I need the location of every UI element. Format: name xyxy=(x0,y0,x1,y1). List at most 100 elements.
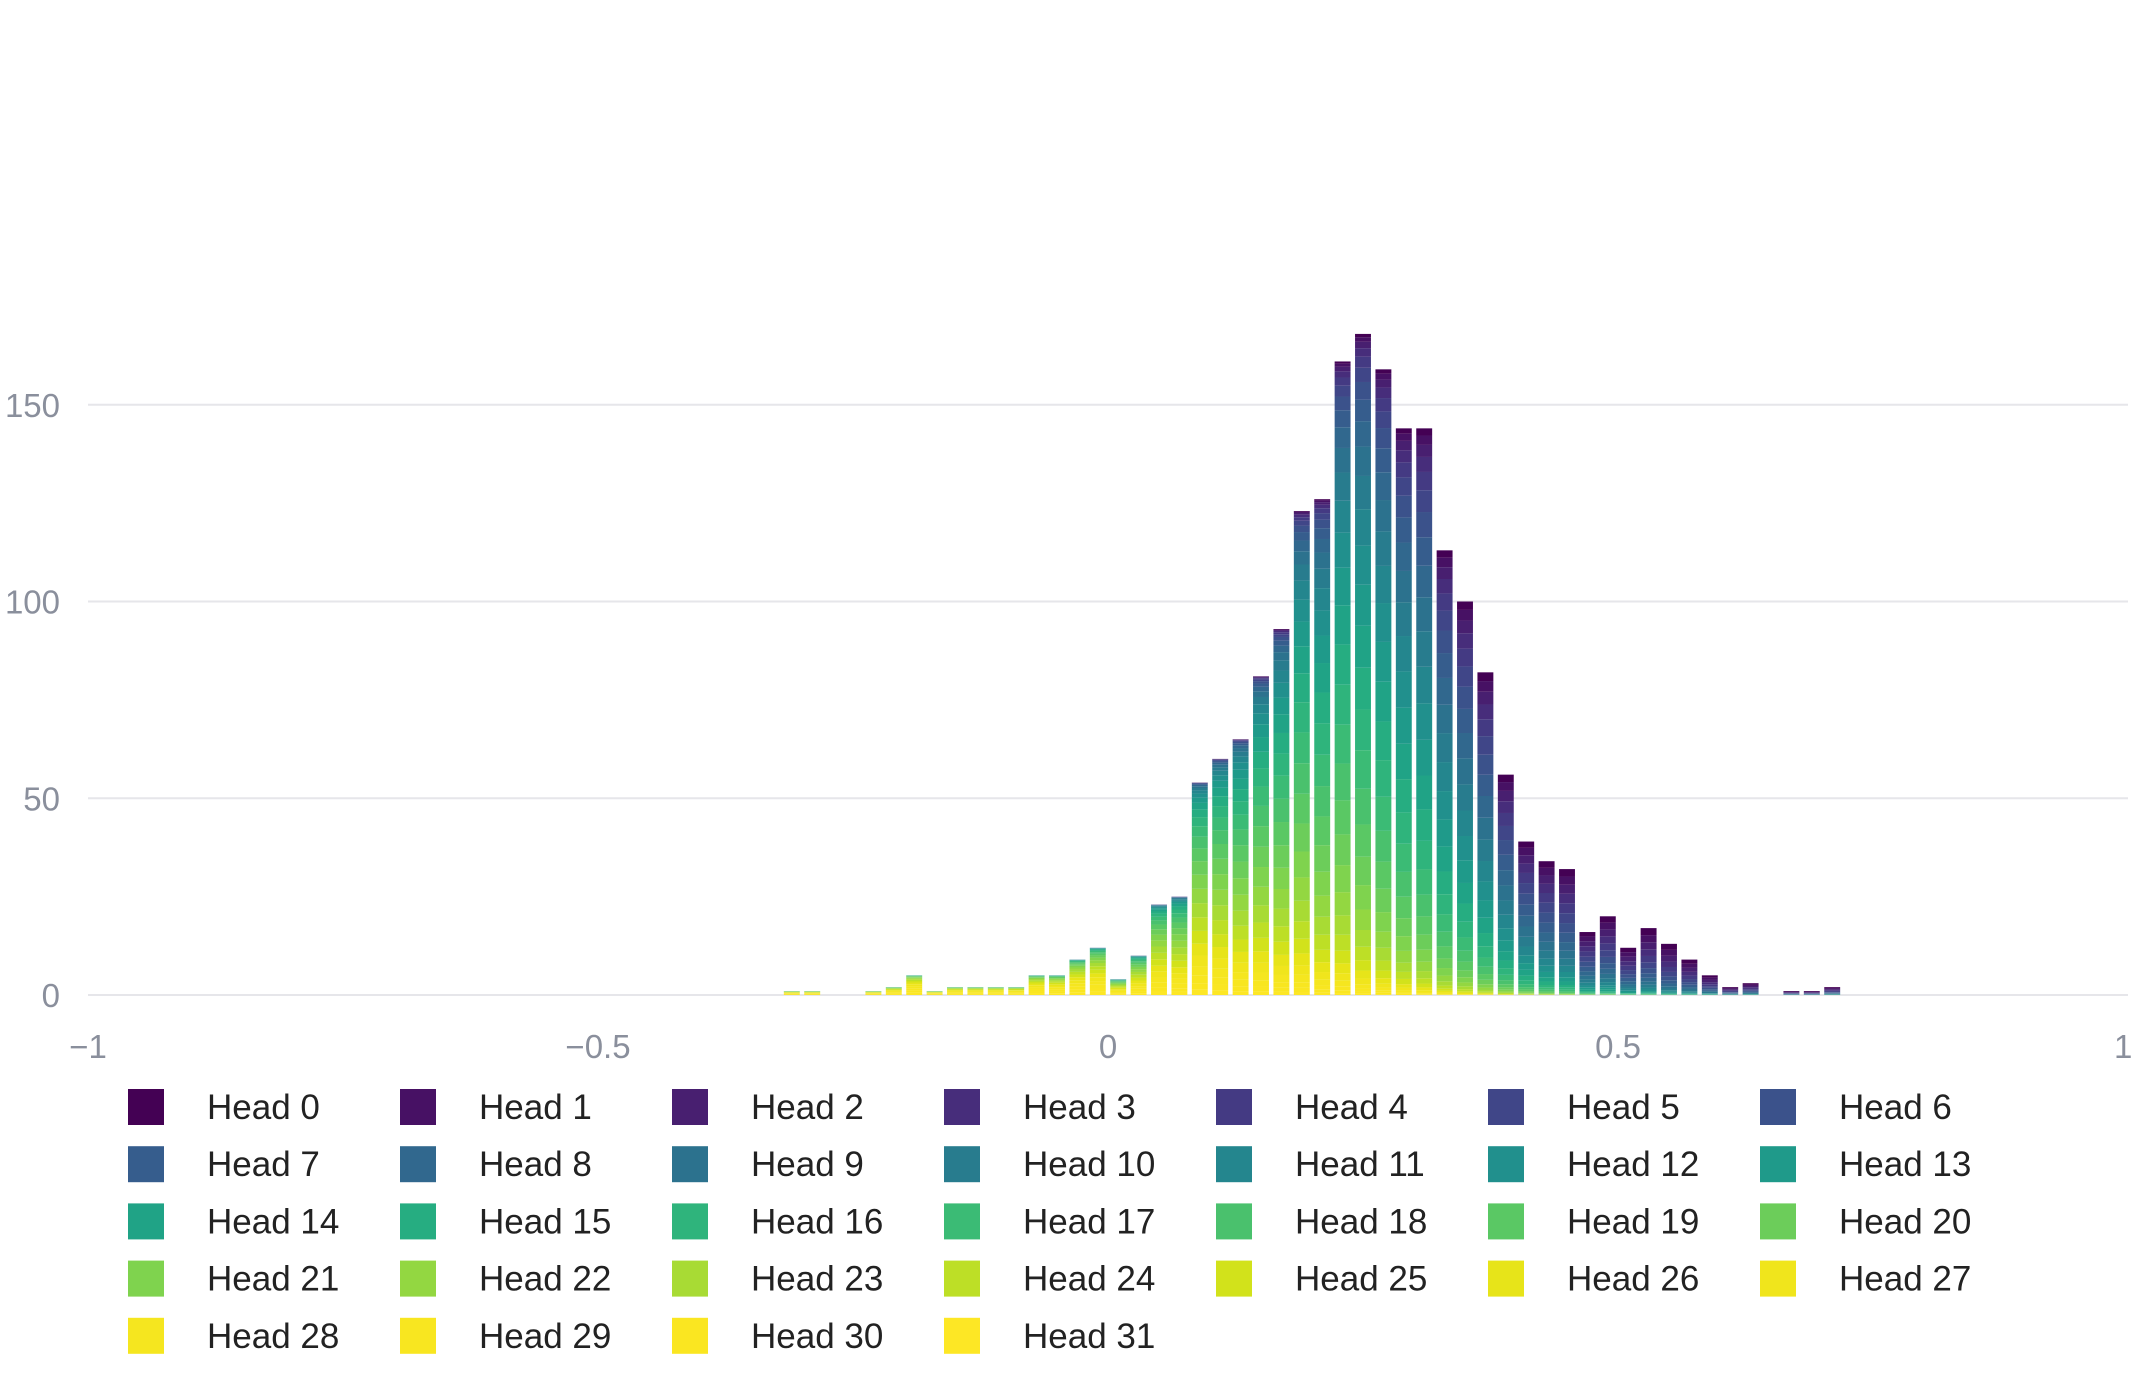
bar-segment-head-21 xyxy=(1436,968,1453,976)
legend-item[interactable]: Head 4 xyxy=(1216,1088,1408,1127)
legend-label: Head 21 xyxy=(207,1260,339,1299)
legend-item[interactable]: Head 9 xyxy=(672,1145,864,1184)
bar-segment-head-30 xyxy=(1008,993,1025,995)
y-tick-label: 100 xyxy=(5,584,60,621)
bar-segment-head-20 xyxy=(1130,964,1147,967)
legend-item[interactable]: Head 17 xyxy=(944,1202,1155,1241)
bar-bin-35 xyxy=(1538,861,1555,995)
legend-item[interactable]: Head 22 xyxy=(400,1260,611,1299)
bar-segment-head-28 xyxy=(1273,974,1290,983)
legend-item[interactable]: Head 0 xyxy=(128,1088,320,1127)
bar-segment-head-10 xyxy=(1681,990,1698,992)
bar-segment-head-15 xyxy=(1579,991,1596,993)
legend-item[interactable]: Head 28 xyxy=(128,1317,339,1356)
bar-segment-head-6 xyxy=(1457,686,1473,709)
bar-segment-head-23 xyxy=(1171,947,1188,955)
bar-bin-30 xyxy=(1436,550,1453,995)
bar-segment-head-10 xyxy=(1375,531,1392,566)
bar-segment-head-9 xyxy=(1191,786,1208,789)
bar-segment-head-29 xyxy=(967,992,984,994)
bar-bin-24 xyxy=(1314,499,1331,995)
bar-segment-head-1 xyxy=(1742,984,1759,986)
bar-segment-head-14 xyxy=(1497,951,1514,961)
legend-item[interactable]: Head 20 xyxy=(1760,1202,1971,1241)
legend-item[interactable]: Head 19 xyxy=(1488,1202,1699,1241)
legend-item[interactable]: Head 18 xyxy=(1216,1202,1427,1241)
bar-segment-head-28 xyxy=(1375,987,1392,991)
legend-item[interactable]: Head 30 xyxy=(672,1317,883,1356)
bar-segment-head-12 xyxy=(1395,671,1412,708)
bar-segment-head-1 xyxy=(1477,681,1494,692)
bar-segment-head-13 xyxy=(1232,769,1249,779)
bar-segment-head-31 xyxy=(1089,991,1106,995)
bar-segment-head-17 xyxy=(1273,775,1290,799)
legend-label: Head 0 xyxy=(207,1088,320,1127)
legend-item[interactable]: Head 14 xyxy=(128,1202,339,1241)
legend-label: Head 23 xyxy=(751,1260,883,1299)
legend-item[interactable]: Head 11 xyxy=(1216,1145,1425,1184)
bar-segment-head-18 xyxy=(1559,991,1575,993)
bar-segment-head-1 xyxy=(1681,963,1698,968)
legend-label: Head 27 xyxy=(1839,1260,1971,1299)
bar-segment-head-13 xyxy=(1661,992,1677,994)
legend-item[interactable]: Head 24 xyxy=(944,1260,1155,1299)
bar-segment-head-3 xyxy=(1722,989,1739,991)
legend-item[interactable]: Head 2 xyxy=(672,1088,864,1127)
legend-item[interactable]: Head 1 xyxy=(400,1088,592,1127)
legend-item[interactable]: Head 25 xyxy=(1216,1260,1427,1299)
bar-segment-head-0 xyxy=(1518,841,1535,848)
bar-segment-head-1 xyxy=(1559,876,1575,885)
legend-item[interactable]: Head 8 xyxy=(400,1145,592,1184)
bar-segment-head-11 xyxy=(1314,588,1331,611)
bar-segment-head-24 xyxy=(1089,966,1106,970)
bar-segment-head-12 xyxy=(1355,545,1371,585)
legend-item[interactable]: Head 12 xyxy=(1488,1145,1699,1184)
bar-segment-head-19 xyxy=(1416,916,1433,935)
legend-item[interactable]: Head 7 xyxy=(128,1145,320,1184)
legend-item[interactable]: Head 26 xyxy=(1488,1260,1699,1299)
bar-segment-head-16 xyxy=(1477,946,1494,958)
bar-segment-head-20 xyxy=(1518,991,1535,993)
legend-item[interactable]: Head 29 xyxy=(400,1317,611,1356)
bar-segment-head-28 xyxy=(1171,978,1188,984)
bar-segment-head-29 xyxy=(1008,992,1025,994)
bar-segment-head-8 xyxy=(1293,540,1310,552)
bar-segment-head-30 xyxy=(906,990,923,993)
bar-segment-head-27 xyxy=(1334,973,1351,981)
legend-item[interactable]: Head 5 xyxy=(1488,1088,1680,1127)
legend-item[interactable]: Head 31 xyxy=(944,1317,1155,1356)
legend-item[interactable]: Head 16 xyxy=(672,1202,883,1241)
legend-item[interactable]: Head 21 xyxy=(128,1260,339,1299)
bar-segment-head-12 xyxy=(1518,955,1535,964)
bar-segment-head-17 xyxy=(1191,826,1208,837)
bar-segment-head-4 xyxy=(1355,356,1371,368)
bar-segment-head-13 xyxy=(1314,635,1331,664)
bar-segment-head-9 xyxy=(1334,447,1351,473)
bar-segment-head-28 xyxy=(1151,977,1167,983)
bar-segment-head-9 xyxy=(1375,500,1392,532)
bar-segment-head-17 xyxy=(1232,814,1249,830)
bar-bin-9 xyxy=(1008,987,1025,995)
bar-segment-head-17 xyxy=(1212,817,1229,831)
bar-segment-head-0 xyxy=(1457,601,1473,610)
bar-segment-head-26 xyxy=(1293,953,1310,966)
bar-segment-head-23 xyxy=(1273,908,1290,927)
legend-item[interactable]: Head 13 xyxy=(1760,1145,1971,1184)
bar-segment-head-5 xyxy=(1620,970,1637,975)
bar-segment-head-18 xyxy=(1477,966,1494,975)
legend-item[interactable]: Head 23 xyxy=(672,1260,883,1299)
legend-item[interactable]: Head 6 xyxy=(1760,1088,1952,1127)
bar-segment-head-21 xyxy=(1457,977,1473,983)
legend-item[interactable]: Head 15 xyxy=(400,1202,611,1241)
bar-segment-head-22 xyxy=(1130,969,1147,972)
legend-item[interactable]: Head 27 xyxy=(1760,1260,1971,1299)
bar-segment-head-4 xyxy=(1559,903,1575,914)
bar-segment-head-20 xyxy=(1314,845,1331,872)
bar-segment-head-25 xyxy=(1416,983,1433,988)
legend-item[interactable]: Head 3 xyxy=(944,1088,1136,1127)
bar-segment-head-13 xyxy=(1171,901,1188,904)
bar-segment-head-4 xyxy=(1620,965,1637,971)
bar-segment-head-19 xyxy=(1436,946,1453,959)
legend-item[interactable]: Head 10 xyxy=(944,1145,1155,1184)
bar-segment-head-22 xyxy=(1049,979,1065,981)
